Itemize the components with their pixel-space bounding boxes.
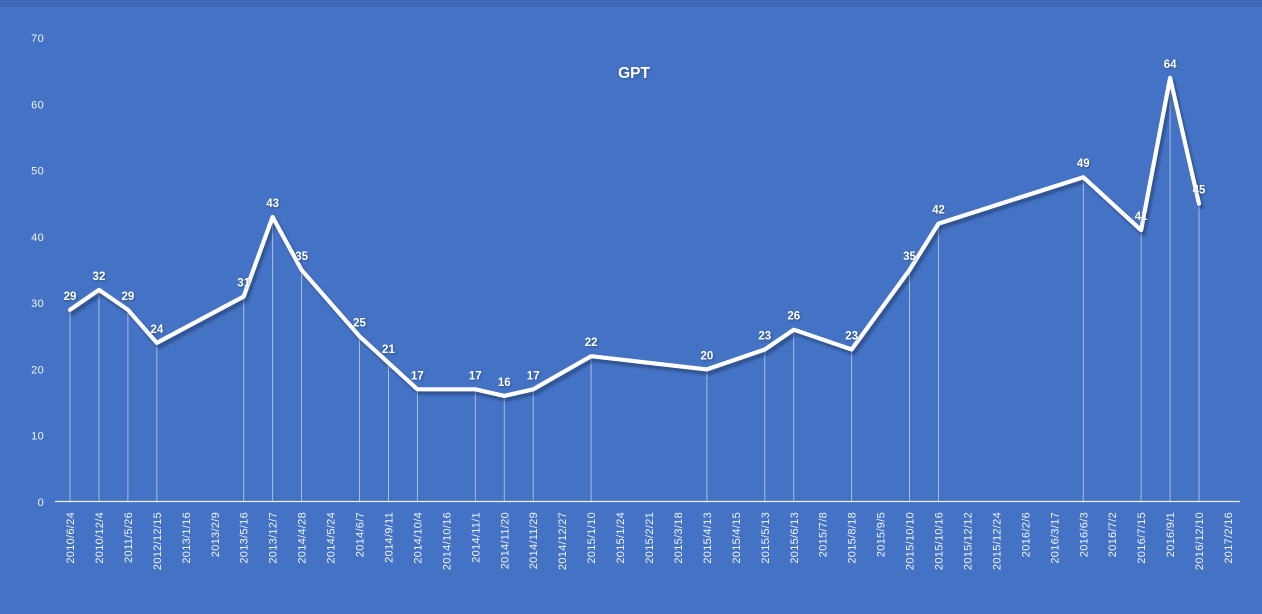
x-tick-label: 2015/3/18 — [673, 512, 685, 564]
x-tick-label: 2014/12/27 — [557, 512, 569, 570]
x-tick-label: 2014/11/20 — [499, 512, 511, 569]
x-tick-label: 2015/12/12 — [962, 512, 974, 570]
x-tick-label: 2015/12/24 — [991, 512, 1003, 570]
x-tick-label: 2013/2/9 — [210, 512, 222, 557]
data-label: 16 — [498, 377, 511, 389]
data-label: 45 — [1193, 185, 1206, 197]
data-label: 22 — [585, 337, 598, 349]
x-tick-label: 2013/5/16 — [239, 512, 251, 564]
data-label: 17 — [411, 370, 424, 382]
data-label: 31 — [237, 278, 250, 290]
x-tick-label: 2015/4/13 — [702, 512, 714, 564]
x-tick-label: 2015/1/24 — [615, 512, 627, 564]
data-label: 42 — [932, 205, 945, 217]
y-tick-label: 20 — [31, 364, 44, 376]
data-label: 25 — [353, 317, 366, 329]
y-tick-label: 60 — [31, 99, 44, 111]
x-tick-label: 2015/9/5 — [876, 512, 888, 557]
x-tick-label: 2017/2/16 — [1223, 512, 1235, 564]
data-label: 29 — [122, 291, 135, 303]
x-tick-label: 2014/9/11 — [383, 512, 395, 563]
x-tick-label: 2015/1/10 — [586, 512, 598, 564]
x-tick-label: 2016/9/1 — [1165, 512, 1177, 557]
data-label: 29 — [64, 291, 77, 303]
x-tick-label: 2014/4/28 — [297, 512, 309, 564]
x-tick-label: 2016/6/3 — [1078, 512, 1090, 557]
x-tick-label: 2014/11/1 — [470, 512, 482, 563]
data-label: 17 — [469, 370, 482, 382]
y-tick-label: 30 — [31, 298, 44, 310]
droplines-group — [69, 79, 1200, 502]
series-line-group — [67, 75, 1202, 398]
data-labels-group: 29 32 29 24 31 43 35 25 21 17 17 16 17 22 20 23 26 23 35 42… — [64, 59, 1206, 389]
x-tick-label: 2013/12/7 — [268, 512, 280, 564]
data-label: 35 — [903, 251, 916, 263]
x-tick-label: 2015/10/10 — [905, 512, 917, 570]
data-label: 64 — [1164, 59, 1177, 71]
data-label: 24 — [150, 324, 163, 336]
data-label: 32 — [93, 271, 106, 283]
data-label: 17 — [527, 370, 540, 382]
series-line-shadow — [70, 78, 1204, 402]
data-label: 26 — [787, 311, 800, 323]
x-tick-label: 2016/3/17 — [1049, 512, 1061, 564]
data-label: 35 — [295, 251, 308, 263]
x-axis-tick-labels: 2010/6/24 2010/12/4 2011/5/26 2012/12/15 201… — [65, 512, 1235, 570]
x-tick-label: 2015/2/21 — [644, 512, 656, 564]
x-tick-label: 2015/4/15 — [731, 512, 743, 564]
x-tick-label: 2016/12/10 — [1194, 512, 1206, 570]
y-tick-label: 40 — [31, 232, 44, 244]
x-tick-label: 2015/6/13 — [789, 512, 801, 564]
data-label: 49 — [1077, 158, 1090, 170]
x-tick-label: 2016/2/6 — [1020, 512, 1032, 557]
x-tick-label: 2013/1/16 — [181, 512, 193, 564]
y-tick-label: 70 — [31, 33, 44, 45]
x-tick-label: 2014/6/7 — [355, 512, 367, 557]
series-line-shadow-path — [70, 78, 1204, 402]
data-label: 23 — [845, 331, 858, 343]
data-label: 41 — [1135, 211, 1148, 223]
x-tick-label: 2014/5/24 — [326, 512, 338, 564]
data-label: 23 — [758, 331, 771, 343]
y-tick-label: 0 — [38, 497, 44, 509]
chart-title: GPT — [618, 65, 650, 82]
window-top-edge — [0, 0, 1262, 7]
y-tick-label: 50 — [31, 166, 44, 178]
y-axis-tick-labels: 0 10 20 30 40 50 60 70 — [31, 33, 44, 509]
x-tick-label: 2014/10/16 — [441, 512, 453, 570]
x-tick-label: 2014/10/4 — [412, 512, 424, 564]
data-label: 21 — [382, 344, 395, 356]
x-tick-label: 2015/8/18 — [847, 512, 859, 564]
x-tick-label: 2010/6/24 — [65, 512, 77, 564]
x-tick-label: 2010/12/4 — [94, 512, 106, 564]
data-label: 43 — [266, 198, 279, 210]
data-label: 20 — [701, 350, 714, 362]
x-tick-label: 2015/10/16 — [934, 512, 946, 570]
x-tick-label: 2012/12/15 — [152, 512, 164, 570]
x-tick-label: 2015/7/8 — [818, 512, 830, 557]
series-line-path — [67, 75, 1202, 398]
x-tick-label: 2011/5/26 — [123, 512, 135, 563]
x-tick-label: 2015/5/13 — [760, 512, 772, 564]
x-tick-label: 2016/7/2 — [1107, 512, 1119, 557]
y-tick-label: 10 — [31, 431, 44, 443]
x-tick-label: 2014/11/29 — [528, 512, 540, 569]
x-tick-label: 2016/7/15 — [1136, 512, 1148, 564]
